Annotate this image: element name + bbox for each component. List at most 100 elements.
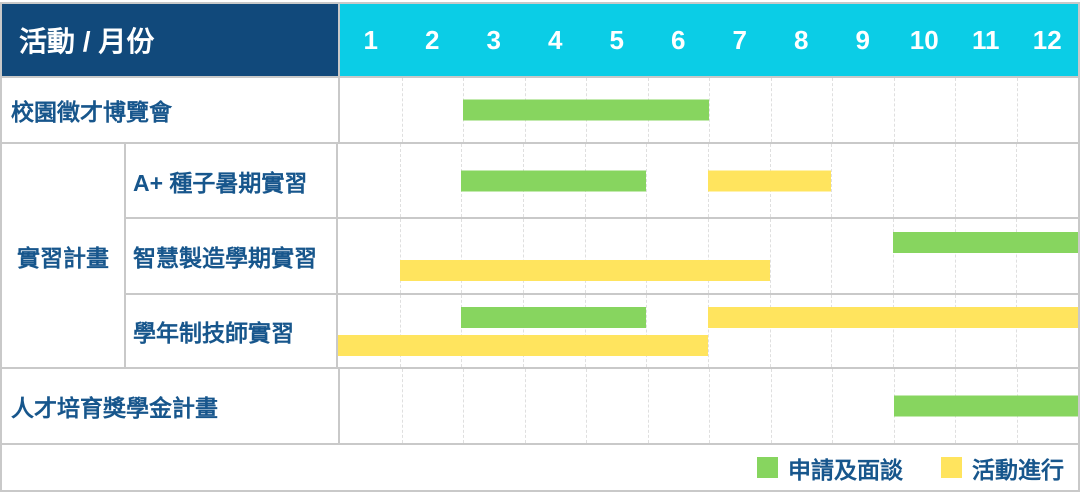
- month-gridline: [831, 295, 833, 367]
- chart-line: [338, 219, 1078, 256]
- gantt-bar-yellow: [338, 335, 708, 356]
- month-header-row: 1 2 3 4 5 6 7 8 9 10 11 12: [340, 4, 1078, 76]
- row-label: A+ 種子暑期實習: [126, 144, 338, 217]
- month-gridline: [832, 78, 833, 142]
- month-gridline: [401, 78, 403, 142]
- chart-row-track: [338, 144, 1078, 217]
- month-label: 11: [972, 24, 1000, 55]
- chart-line: [338, 256, 1078, 293]
- legend-label: 申請及面談: [788, 456, 903, 483]
- month-gridline: [954, 144, 956, 217]
- month-gridline: [523, 219, 524, 293]
- group-band: 實習計畫 A+ 種子暑期實習 智慧製造學期實習 學年制技師實習: [2, 144, 1078, 369]
- month-gridline: [584, 295, 586, 367]
- chart-line: [338, 144, 1078, 217]
- chart-row-track: [338, 219, 1078, 293]
- month-gridline: [584, 219, 586, 293]
- gantt-bar-green: [463, 99, 709, 121]
- chart-line: [338, 295, 1078, 331]
- month-label: 3: [486, 24, 501, 55]
- gantt-bar-green: [461, 307, 647, 328]
- month-gridline: [401, 369, 403, 443]
- legend-item-green: 申請及面談: [757, 451, 903, 485]
- month-gridline: [399, 295, 401, 367]
- month-gridline: [461, 295, 463, 367]
- month-label: 9: [855, 24, 870, 55]
- month-gridline: [893, 78, 895, 142]
- table-row: 人才培育獎學金計畫: [2, 369, 1078, 445]
- month-gridline: [708, 219, 709, 293]
- table-header-title: 活動 / 月份: [2, 4, 340, 76]
- month-gridline: [1016, 295, 1018, 367]
- chart-row-track: [340, 78, 1078, 142]
- month-label: 7: [732, 24, 747, 55]
- table-row: 智慧製造學期實習: [126, 219, 1078, 295]
- month-gridline: [1016, 219, 1018, 293]
- table-row: 校園徵才博覽會: [2, 78, 1078, 144]
- group-rows: A+ 種子暑期實習 智慧製造學期實習 學年制技師實習: [126, 144, 1078, 367]
- month-gridline: [770, 369, 772, 443]
- green-legend-swatch: [757, 457, 778, 478]
- legend-item-yellow: 活動進行: [941, 451, 1064, 485]
- row-label: 校園徵才博覽會: [2, 78, 340, 142]
- group-label: 實習計畫: [2, 144, 126, 367]
- chart-row-track: [340, 369, 1078, 443]
- gantt-bar-green: [893, 395, 1078, 417]
- table-row: 學年制技師實習: [126, 295, 1078, 367]
- month-gridline: [709, 78, 710, 142]
- month-label: 2: [425, 24, 440, 55]
- month-gridline: [769, 219, 771, 293]
- month-gridline: [954, 295, 956, 367]
- month-label: 1: [363, 24, 378, 55]
- gantt-bar-yellow: [399, 260, 770, 281]
- chart-line: [338, 331, 1078, 367]
- month-gridline: [1016, 78, 1018, 142]
- month-gridline: [709, 369, 710, 443]
- month-gridline: [955, 78, 956, 142]
- month-gridline: [831, 144, 833, 217]
- month-gridline: [646, 295, 648, 367]
- month-gridline: [461, 219, 463, 293]
- gantt-bar-green: [461, 170, 647, 191]
- month-gridline: [463, 369, 464, 443]
- gantt-bar-yellow: [708, 307, 1078, 328]
- month-gridline: [646, 144, 648, 217]
- month-gridline: [647, 369, 649, 443]
- chart-line: [340, 78, 1078, 142]
- month-label: 8: [794, 24, 809, 55]
- month-label: 5: [609, 24, 624, 55]
- gantt-bar-yellow: [708, 170, 832, 191]
- month-gridline: [831, 219, 833, 293]
- table-header-row: 活動 / 月份 1 2 3 4 5 6 7 8 9 10 11 12: [2, 4, 1078, 78]
- legend: 申請及面談 活動進行: [2, 445, 1078, 490]
- month-gridline: [708, 295, 709, 367]
- month-gridline: [893, 219, 894, 293]
- month-gridline: [954, 219, 956, 293]
- month-label: 4: [548, 24, 563, 55]
- month-label: 6: [671, 24, 686, 55]
- yellow-legend-swatch: [941, 457, 962, 478]
- month-gridline: [893, 295, 894, 367]
- month-gridline: [832, 369, 833, 443]
- month-label: 10: [909, 24, 939, 55]
- month-gridline: [399, 144, 401, 217]
- table-row: A+ 種子暑期實習: [126, 144, 1078, 219]
- month-gridline: [893, 144, 894, 217]
- month-label: 12: [1032, 24, 1062, 55]
- legend-label: 活動進行: [972, 456, 1064, 483]
- month-gridline: [770, 78, 772, 142]
- month-gridline: [1016, 144, 1018, 217]
- month-gridline: [524, 369, 526, 443]
- row-label: 人才培育獎學金計畫: [2, 369, 340, 443]
- month-gridline: [399, 219, 401, 293]
- chart-line: [340, 369, 1078, 443]
- month-gridline: [646, 219, 648, 293]
- gantt-bar-green: [893, 232, 1078, 253]
- row-label: 學年制技師實習: [126, 295, 338, 367]
- month-gridline: [523, 295, 524, 367]
- month-gridline: [769, 295, 771, 367]
- chart-row-track: [338, 295, 1078, 367]
- month-gridline: [586, 369, 587, 443]
- row-label: 智慧製造學期實習: [126, 219, 338, 293]
